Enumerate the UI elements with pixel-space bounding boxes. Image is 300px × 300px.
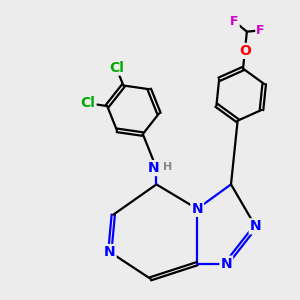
Text: N: N (220, 256, 232, 271)
Text: N: N (148, 161, 160, 175)
Text: Cl: Cl (109, 61, 124, 75)
Text: N: N (191, 202, 203, 216)
Text: F: F (230, 15, 239, 28)
Text: F: F (256, 24, 265, 37)
Text: H: H (163, 162, 172, 172)
Text: N: N (104, 245, 116, 259)
Text: N: N (250, 219, 261, 233)
Text: Cl: Cl (81, 96, 95, 110)
Text: O: O (239, 44, 251, 58)
